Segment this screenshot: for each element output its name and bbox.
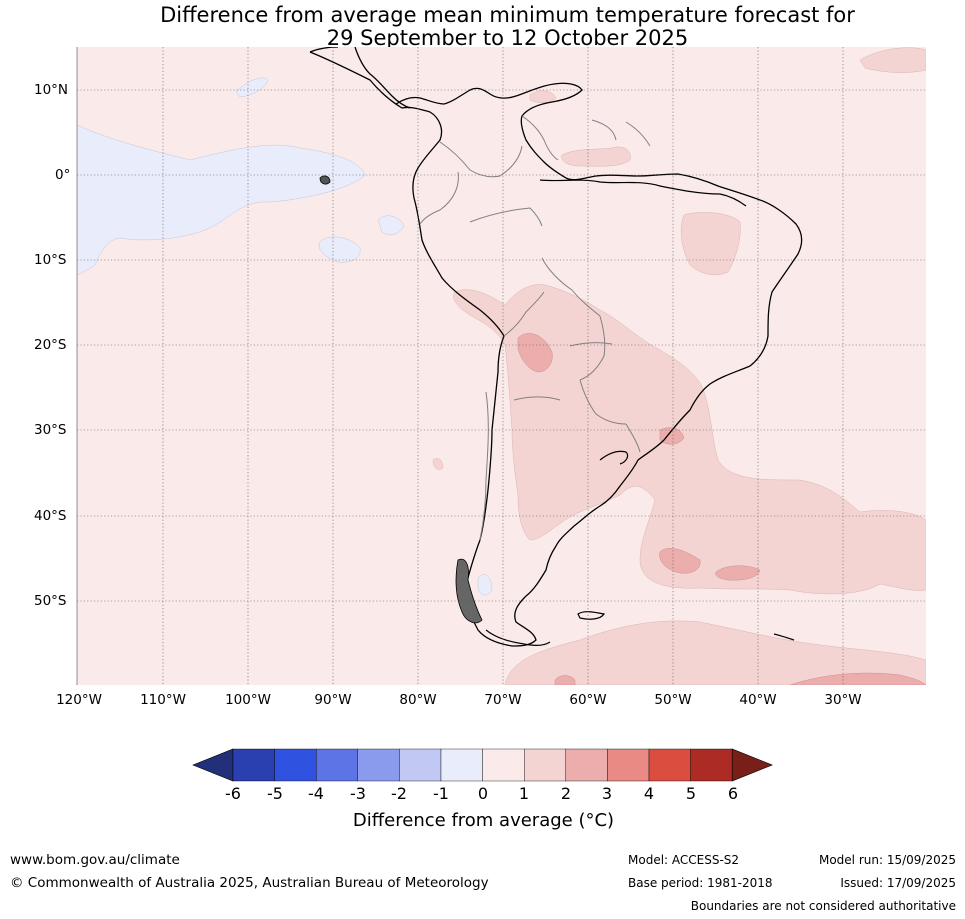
country-borders bbox=[419, 115, 651, 541]
warm-anomaly-region-brazil-east bbox=[680, 212, 741, 276]
south-georgia bbox=[773, 633, 795, 641]
lat-label-0: 0° bbox=[55, 167, 71, 183]
map-title: Difference from average mean minimum tem… bbox=[0, 4, 965, 50]
colorbar-tick: -1 bbox=[433, 784, 449, 803]
colorbar-label: Difference from average (°C) bbox=[352, 810, 615, 831]
model-name: Model: ACCESS-S2 bbox=[628, 853, 740, 867]
copyright-text: © Commonwealth of Australia 2025, Austra… bbox=[10, 875, 489, 891]
colorbar-segment bbox=[274, 748, 317, 782]
lon-label-50w: 50°W bbox=[654, 692, 692, 708]
lon-label-40w: 40°W bbox=[739, 692, 777, 708]
colorbar-segment bbox=[399, 748, 442, 782]
colorbar-segments bbox=[192, 748, 774, 782]
temperature-anomaly-map bbox=[76, 47, 926, 685]
base-period: Base period: 1981-2018 bbox=[628, 876, 773, 890]
cool-anomaly-region-islands bbox=[318, 236, 361, 263]
lon-label-90w: 90°W bbox=[314, 692, 352, 708]
colorbar-segment bbox=[565, 748, 608, 782]
colorbar-tick: 1 bbox=[518, 784, 530, 803]
colorbar-tick: 3 bbox=[601, 784, 613, 803]
cool-anomaly-region-patagonia bbox=[477, 574, 493, 596]
colorbar-segment bbox=[524, 748, 567, 782]
colorbar-tick: -2 bbox=[391, 784, 407, 803]
colorbar-segment bbox=[607, 748, 650, 782]
amazon-river bbox=[539, 179, 747, 207]
lon-label-110w: 110°W bbox=[140, 692, 186, 708]
south-america-coastline bbox=[309, 51, 803, 647]
cool-anomaly-region-pacific bbox=[77, 124, 366, 276]
strong-warm-anomaly-south-atlantic bbox=[789, 672, 926, 685]
tierra-del-fuego bbox=[485, 629, 551, 646]
lon-label-80w: 80°W bbox=[399, 692, 437, 708]
title-line-2: 29 September to 12 October 2025 bbox=[326, 26, 689, 50]
warm-anomaly-region-small bbox=[432, 458, 444, 470]
colorbar-tick: 4 bbox=[643, 784, 655, 803]
website-link[interactable]: www.bom.gov.au/climate bbox=[10, 852, 180, 868]
model-run-date: Model run: 15/09/2025 bbox=[818, 853, 956, 867]
strong-warm-anomaly-uruguay bbox=[659, 427, 685, 445]
colorbar-tick: -4 bbox=[308, 784, 324, 803]
lat-label-30s: 30°S bbox=[34, 422, 67, 438]
map-graticule bbox=[77, 47, 926, 685]
strong-warm-anomaly-bolivia bbox=[517, 333, 553, 373]
issued-date: Issued: 17/09/2025 bbox=[840, 876, 956, 890]
warm-anomaly-region-caribbean bbox=[529, 90, 557, 103]
lat-label-10n: 10°N bbox=[34, 82, 69, 98]
strong-warm-anomaly-atlantic-2 bbox=[715, 565, 761, 581]
colorbar bbox=[192, 748, 774, 782]
colorbar-extend-low bbox=[192, 748, 234, 782]
colorbar-segment bbox=[648, 748, 691, 782]
colorbar-tick: 0 bbox=[477, 784, 489, 803]
central-america-coastline bbox=[309, 47, 411, 109]
lon-label-70w: 70°W bbox=[484, 692, 522, 708]
lon-label-60w: 60°W bbox=[569, 692, 607, 708]
colorbar-tick: -6 bbox=[225, 784, 241, 803]
lon-label-100w: 100°W bbox=[225, 692, 271, 708]
boundaries-disclaimer: Boundaries are not considered authoritat… bbox=[690, 899, 956, 913]
colorbar-segment bbox=[232, 748, 275, 782]
lon-label-120w: 120°W bbox=[56, 692, 102, 708]
title-line-1: Difference from average mean minimum tem… bbox=[160, 3, 855, 27]
colorbar-segment bbox=[440, 748, 483, 782]
warm-anomaly-region-north-atlantic bbox=[859, 47, 926, 73]
colorbar-segment bbox=[690, 748, 733, 782]
chile-fjords bbox=[455, 558, 483, 624]
warm-anomaly-region-venezuela bbox=[561, 146, 631, 167]
cool-anomaly-region-north bbox=[235, 77, 269, 98]
colorbar-extend-high bbox=[731, 748, 774, 782]
rio-de-la-plata bbox=[599, 450, 629, 465]
galapagos-islands bbox=[319, 175, 331, 185]
cool-anomaly-region-coast bbox=[377, 215, 405, 236]
colorbar-segment bbox=[482, 748, 525, 782]
warm-anomaly-region-central-south-america bbox=[453, 284, 926, 595]
warm-anomaly-region-southern-ocean bbox=[504, 620, 926, 685]
lat-label-20s: 20°S bbox=[34, 337, 67, 353]
colorbar-tick: -5 bbox=[267, 784, 283, 803]
colorbar-segment bbox=[357, 748, 400, 782]
falkland-islands bbox=[577, 611, 605, 620]
colorbar-tick: -3 bbox=[350, 784, 366, 803]
lat-label-50s: 50°S bbox=[34, 593, 67, 609]
colorbar-segment bbox=[315, 748, 358, 782]
colorbar-tick: 5 bbox=[685, 784, 697, 803]
lat-label-10s: 10°S bbox=[34, 252, 67, 268]
colorbar-tick: 6 bbox=[727, 784, 739, 803]
strong-warm-anomaly-drake bbox=[554, 675, 576, 685]
lat-label-40s: 40°S bbox=[34, 508, 67, 524]
colorbar-tick: 2 bbox=[560, 784, 572, 803]
strong-warm-anomaly-atlantic-1 bbox=[659, 548, 701, 574]
lon-label-30w: 30°W bbox=[824, 692, 862, 708]
